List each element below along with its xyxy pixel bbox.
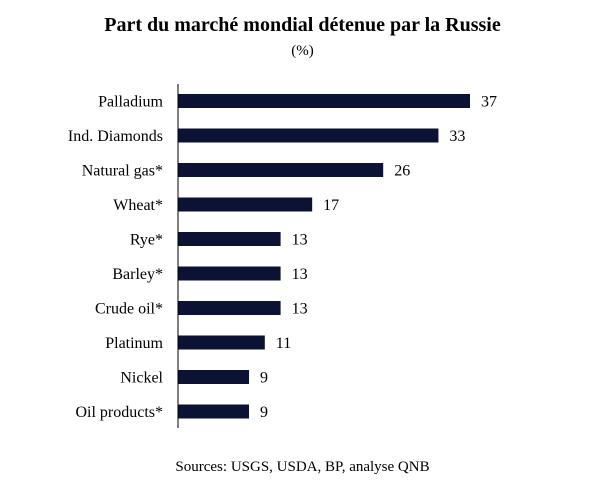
bar <box>178 128 439 143</box>
value-label: 33 <box>449 128 465 145</box>
value-label: 17 <box>323 197 339 214</box>
category-label: Nickel <box>120 370 163 387</box>
category-label: Oil products* <box>75 404 163 421</box>
category-label: Natural gas* <box>82 163 163 180</box>
value-label: 9 <box>260 404 268 421</box>
bar <box>178 404 250 419</box>
value-label: 13 <box>292 266 308 283</box>
value-label: 37 <box>481 94 497 111</box>
category-label: Palladium <box>98 94 163 111</box>
category-label: Crude oil* <box>95 301 163 318</box>
bar <box>178 370 250 384</box>
category-label: Rye* <box>130 232 163 249</box>
bar <box>178 197 313 212</box>
bar <box>178 94 470 108</box>
bar <box>178 301 281 315</box>
chart-source: Sources: USGS, USDA, BP, analyse QNB <box>175 459 430 475</box>
value-label: 11 <box>276 335 291 352</box>
bar <box>178 232 281 246</box>
value-label: 26 <box>394 163 410 180</box>
chart-title: Part du marché mondial détenue par la Ru… <box>104 14 501 36</box>
value-label: 9 <box>260 370 268 387</box>
category-label: Barley* <box>112 266 163 283</box>
category-label: Platinum <box>105 335 163 352</box>
category-label: Wheat* <box>113 197 163 214</box>
bar <box>178 163 384 177</box>
value-label: 13 <box>292 301 308 318</box>
chart-subtitle: (%) <box>291 43 314 59</box>
category-label: Ind. Diamonds <box>68 128 163 145</box>
bar <box>178 335 265 350</box>
value-label: 13 <box>292 232 308 249</box>
bar <box>178 266 281 281</box>
bars-layer: Palladium 37 Ind. Diamonds 33 Natural gas* 26… <box>68 94 497 422</box>
